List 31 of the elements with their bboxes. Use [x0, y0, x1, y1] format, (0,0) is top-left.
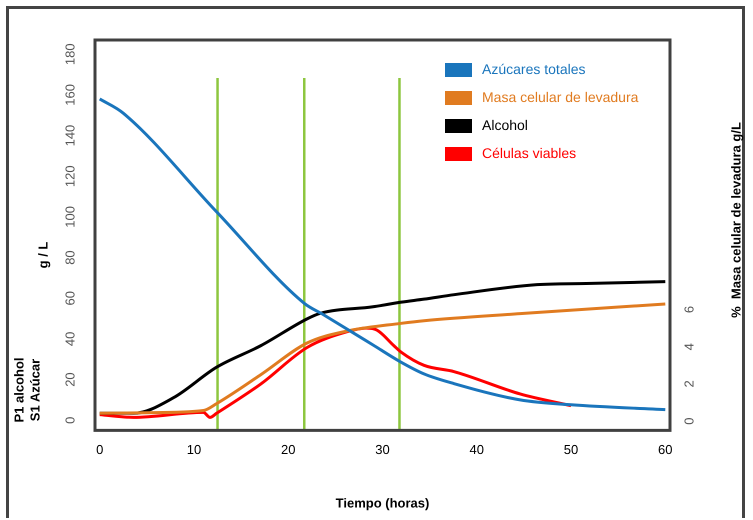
y-tick-label: 80: [62, 250, 78, 265]
line-series: [98, 302, 667, 415]
y-tick-label: 160: [62, 84, 78, 106]
x-tick-label: 20: [281, 442, 296, 457]
legend-label: Células viables: [482, 144, 576, 161]
text: P1 alcohol: [12, 357, 27, 423]
text: S1 Azúcar: [28, 358, 43, 422]
x-tick-label: 0: [96, 442, 104, 457]
y-tick-label: 140: [62, 124, 78, 146]
x-tick-label: 10: [186, 442, 202, 457]
y-tick-label: 0: [62, 416, 78, 424]
y2-tick-label: 4: [682, 343, 697, 350]
x-tick-label: 60: [658, 442, 673, 457]
x-tick-label: 30: [375, 442, 390, 457]
y-tick-label: 180: [62, 43, 78, 66]
legend-label: Alcohol: [482, 116, 528, 133]
y-tick-label: 100: [62, 206, 78, 228]
y2-tick-label: 0: [682, 417, 697, 425]
x-tick-label: 50: [564, 442, 578, 457]
legend-label: Azúcares totales: [482, 60, 586, 77]
legend-label: Masa celular de levadura: [482, 88, 639, 105]
y2-tick-label: 2: [682, 380, 697, 388]
y-tick-label: 40: [62, 332, 78, 346]
y-axis-title: g / L: [36, 242, 51, 268]
x-tick-label: 40: [470, 442, 484, 457]
y2-tick-label: 6: [682, 306, 697, 314]
y-tick-label: 120: [62, 165, 78, 188]
y-tick-label: 60: [62, 291, 78, 306]
x-axis-title: Tiempo (horas): [336, 496, 430, 511]
y-tick-label: 20: [62, 372, 78, 387]
y2-axis-title: % Masa celular de levadura g/L: [728, 122, 744, 318]
